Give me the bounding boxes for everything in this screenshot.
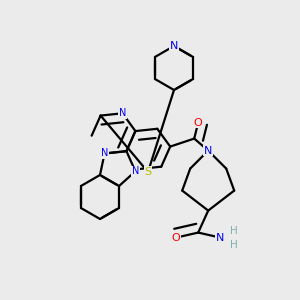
Text: N: N — [170, 41, 178, 51]
Text: O: O — [194, 118, 203, 128]
Text: N: N — [101, 148, 108, 158]
Text: N: N — [204, 146, 212, 156]
Text: N: N — [216, 232, 224, 243]
Text: S: S — [144, 167, 152, 177]
Text: N: N — [119, 108, 126, 118]
Text: N: N — [132, 166, 139, 176]
Text: H: H — [230, 240, 238, 250]
Text: O: O — [172, 232, 181, 243]
Text: H: H — [230, 226, 238, 236]
